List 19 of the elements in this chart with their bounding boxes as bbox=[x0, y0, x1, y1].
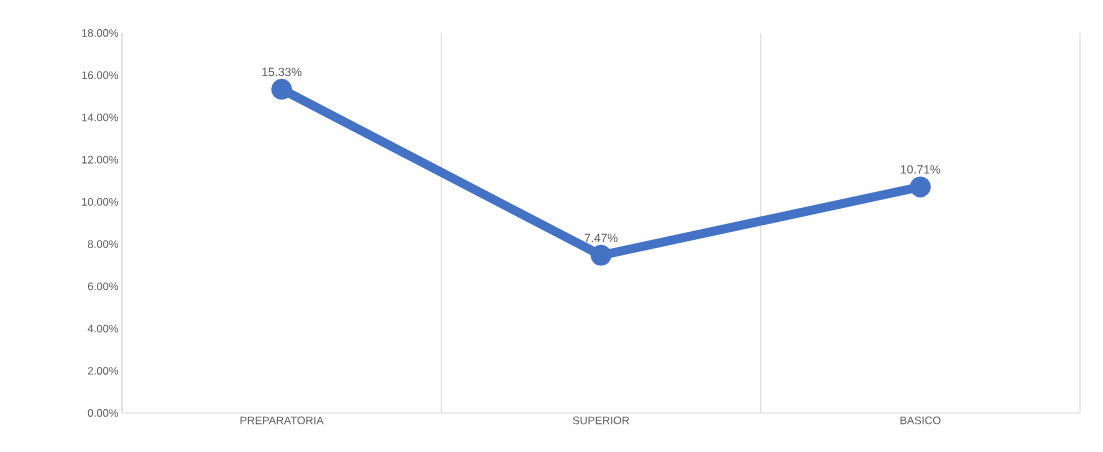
y-tick-label: 10.00% bbox=[82, 198, 119, 206]
y-tick-label: 14.00% bbox=[82, 113, 119, 122]
point bbox=[271, 78, 293, 100]
y-tick-label: 8.00% bbox=[87, 240, 119, 248]
y-tick-label: 0.00% bbox=[87, 409, 119, 417]
x-tick-label: BASICO bbox=[900, 416, 941, 425]
x-tick-label: SUPERIOR bbox=[572, 416, 630, 425]
y-tick-label: 18.00% bbox=[82, 29, 119, 37]
y-tick-label: 4.00% bbox=[87, 324, 119, 333]
y-tick-label: 16.00% bbox=[82, 71, 119, 80]
point bbox=[590, 244, 612, 266]
y-tick-label: 6.00% bbox=[87, 282, 119, 291]
data-label: 7.47% bbox=[584, 233, 618, 243]
y-tick-label: 2.00% bbox=[87, 366, 119, 375]
y-tick-label: 12.00% bbox=[82, 155, 119, 164]
x-tick-label: PREPARATORIA bbox=[240, 416, 324, 425]
point bbox=[909, 176, 931, 198]
data-label: 10.71% bbox=[900, 165, 941, 174]
data-label: 15.33% bbox=[262, 67, 302, 77]
